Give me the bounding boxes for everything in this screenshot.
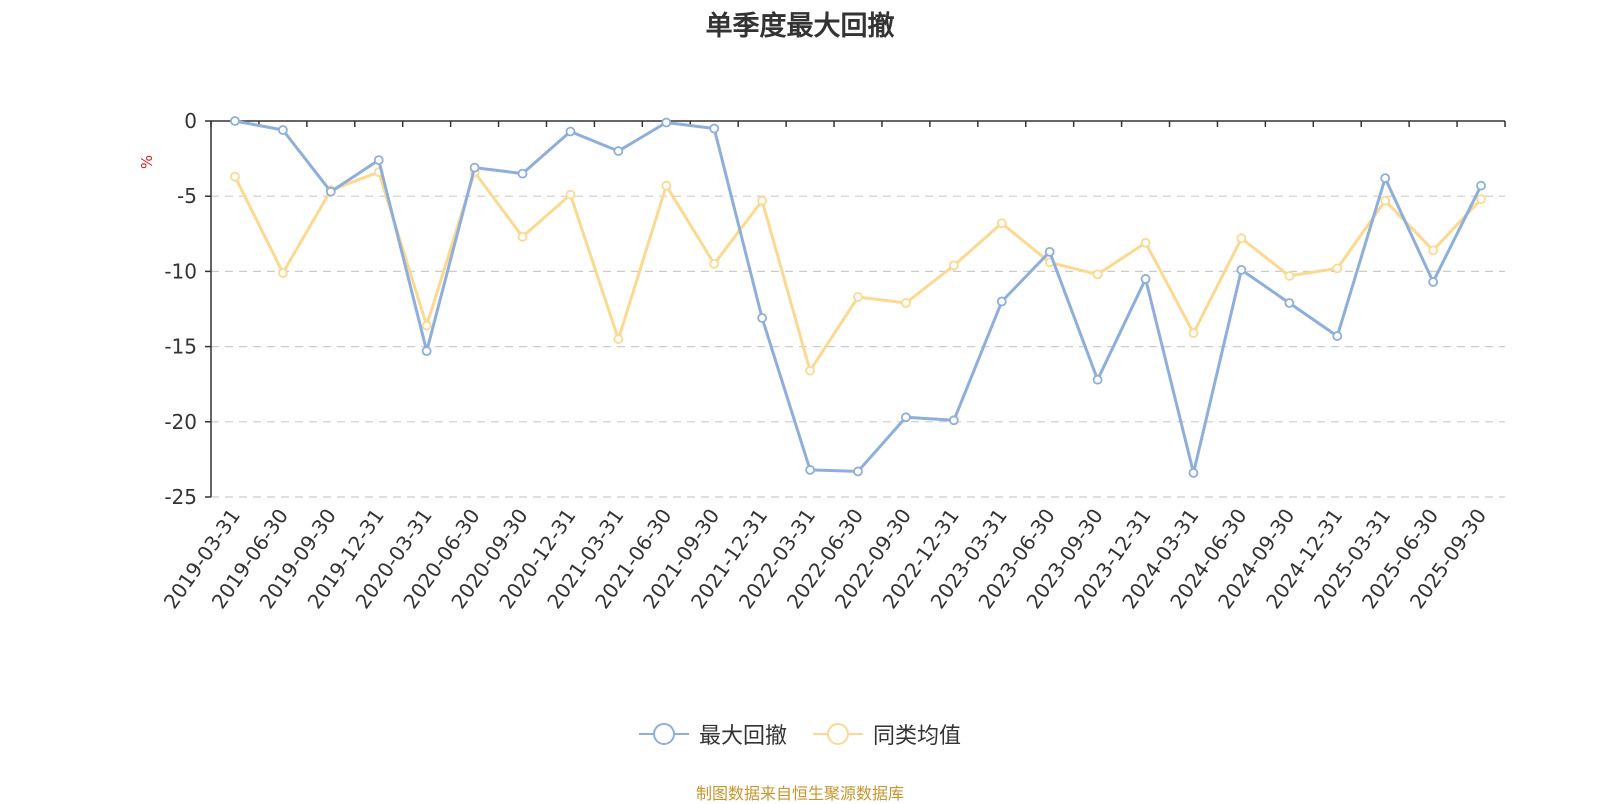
data-point-1 <box>1428 245 1439 256</box>
data-point-1 <box>1476 194 1486 205</box>
data-point-1 <box>1140 237 1151 248</box>
data-point-0 <box>277 125 288 135</box>
y-tick-label: -25 <box>164 485 197 509</box>
y-tick-label: -5 <box>177 184 197 208</box>
data-point-1 <box>1236 233 1247 244</box>
data-point-0 <box>853 466 863 477</box>
data-point-1 <box>948 260 959 271</box>
data-point-0 <box>1236 264 1247 275</box>
y-tick-label: 0 <box>184 109 197 133</box>
legend-item-peer-average[interactable]: 同类均值 <box>813 718 961 750</box>
data-point-1 <box>1092 269 1103 280</box>
source-note: 制图数据来自恒生聚源数据库 <box>695 784 904 803</box>
data-point-0 <box>901 412 911 423</box>
y-tick-label: -10 <box>164 259 197 283</box>
legend-label-max-drawdown: 最大回撤 <box>698 724 787 749</box>
data-point-1 <box>1284 271 1295 281</box>
data-point-0 <box>1044 246 1055 257</box>
legend-marker-yellow <box>813 723 863 745</box>
data-point-1 <box>517 231 528 242</box>
legend-item-max-drawdown[interactable]: 最大回撤 <box>638 718 787 750</box>
data-point-0 <box>565 126 576 137</box>
line-chart: 0-5-10-15-20-252019-03-312019-06-302019-… <box>138 109 1506 613</box>
y-tick-label: -15 <box>164 335 197 359</box>
data-point-0 <box>996 296 1007 307</box>
data-point-0 <box>1188 468 1199 478</box>
data-point-0 <box>517 168 528 179</box>
data-point-0 <box>1476 180 1486 191</box>
data-point-0 <box>469 162 480 173</box>
data-point-0 <box>805 465 815 475</box>
data-point-0 <box>373 155 384 166</box>
data-point-1 <box>901 298 911 308</box>
data-point-1 <box>1188 328 1199 338</box>
data-point-0 <box>1140 274 1151 284</box>
data-point-0 <box>421 346 432 357</box>
data-point-0 <box>325 186 336 197</box>
data-point-0 <box>1092 374 1103 385</box>
data-point-1 <box>1332 263 1343 274</box>
data-point-1 <box>421 320 432 331</box>
y-axis-unit-label: % <box>138 155 156 169</box>
data-point-0 <box>948 415 959 426</box>
data-point-1 <box>805 365 815 376</box>
data-point-0 <box>1332 331 1343 341</box>
chart-title: 单季度最大回撤 <box>705 11 895 42</box>
data-point-1 <box>565 189 576 200</box>
data-point-0 <box>1284 298 1295 308</box>
axes: 0-5-10-15-20-252019-03-312019-06-302019-… <box>159 109 1506 613</box>
legend-marker-blue <box>638 723 689 745</box>
y-tick-label: -20 <box>164 410 197 434</box>
grid-lines <box>211 195 1505 498</box>
data-point-0 <box>661 117 672 128</box>
data-point-1 <box>757 195 768 206</box>
data-point-0 <box>757 313 768 323</box>
data-point-1 <box>613 334 624 344</box>
data-point-1 <box>996 218 1007 229</box>
data-point-1 <box>661 180 672 191</box>
legend: 最大回撤 同类均值 <box>0 718 1600 750</box>
data-point-1 <box>853 292 863 302</box>
data-point-0 <box>709 123 720 134</box>
legend-label-peer-average: 同类均值 <box>873 724 962 749</box>
data-point-0 <box>613 146 624 156</box>
data-point-1 <box>277 268 288 278</box>
data-point-1 <box>1380 195 1391 206</box>
data-point-1 <box>230 171 240 182</box>
data-point-1 <box>709 258 720 269</box>
data-point-0 <box>230 116 240 126</box>
data-point-0 <box>1428 277 1439 287</box>
data-point-0 <box>1380 173 1391 184</box>
series-layer <box>230 116 1486 478</box>
